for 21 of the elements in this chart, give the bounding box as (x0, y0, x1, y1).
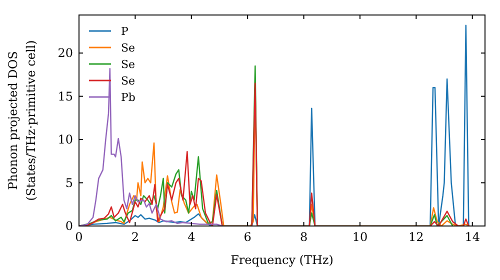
legend-label: Se (121, 58, 136, 71)
y-tick-label: 0 (65, 219, 73, 234)
legend-label: Se (121, 74, 136, 88)
line-series (79, 68, 223, 226)
x-tick-label: 2 (131, 230, 140, 244)
x-axis-title: Frequency (THz) (230, 253, 334, 267)
legend-label: P (121, 24, 129, 38)
legend-label: Pb (121, 90, 136, 104)
x-tick-label: 8 (300, 230, 308, 244)
y-tick-label: 20 (58, 46, 73, 60)
y-tick-label: 10 (58, 132, 73, 147)
x-tick-label: 4 (188, 230, 196, 244)
y-axis-title: Phonon projected DOS (States/THz·primitive cell) (6, 40, 38, 201)
x-tick-label: 12 (408, 230, 424, 244)
x-tick-label: 0 (75, 230, 83, 244)
y-tick-label: 5 (65, 176, 73, 190)
x-tick-label: 6 (244, 230, 252, 244)
legend-label: Se (121, 41, 136, 54)
y-tick-label: 15 (58, 89, 73, 104)
x-tick-label: 14 (464, 230, 480, 244)
x-tick-label: 10 (352, 230, 368, 244)
